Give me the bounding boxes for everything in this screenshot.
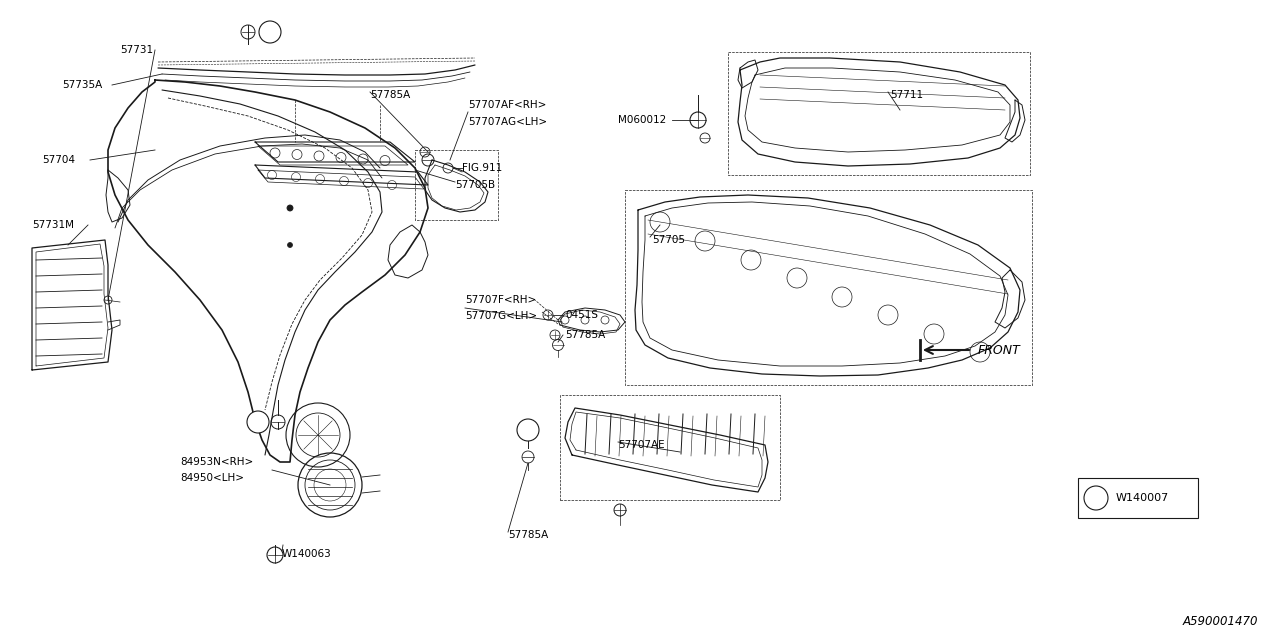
Text: A590001470: A590001470 xyxy=(1183,615,1258,628)
Text: 57785A: 57785A xyxy=(508,530,548,540)
Text: FIG.911: FIG.911 xyxy=(462,163,502,173)
Text: 57707G<LH>: 57707G<LH> xyxy=(465,311,538,321)
Text: 57705B: 57705B xyxy=(454,180,495,190)
Circle shape xyxy=(517,419,539,441)
Text: 84953N<RH>: 84953N<RH> xyxy=(180,457,253,467)
Text: 57707AG<LH>: 57707AG<LH> xyxy=(468,117,547,127)
Text: W140063: W140063 xyxy=(282,549,332,559)
Text: 57731M: 57731M xyxy=(32,220,74,230)
Circle shape xyxy=(287,205,293,211)
Text: 57785A: 57785A xyxy=(564,330,605,340)
Text: 57707F<RH>: 57707F<RH> xyxy=(465,295,536,305)
Text: 1: 1 xyxy=(268,27,273,37)
Text: M060012: M060012 xyxy=(618,115,667,125)
Text: 57707AF<RH>: 57707AF<RH> xyxy=(468,100,547,110)
Circle shape xyxy=(259,21,282,43)
Text: 57704: 57704 xyxy=(42,155,76,165)
Text: 1: 1 xyxy=(525,425,531,435)
Text: 57785A: 57785A xyxy=(370,90,411,100)
Circle shape xyxy=(247,411,269,433)
Text: FRONT: FRONT xyxy=(978,344,1020,356)
Circle shape xyxy=(288,243,293,248)
Text: 0451S: 0451S xyxy=(564,310,598,320)
Text: 57705: 57705 xyxy=(652,235,685,245)
Text: 1: 1 xyxy=(1093,493,1100,503)
Text: 57707AE: 57707AE xyxy=(618,440,664,450)
Text: 57735A: 57735A xyxy=(61,80,102,90)
Circle shape xyxy=(1084,486,1108,510)
Text: 84950<LH>: 84950<LH> xyxy=(180,473,244,483)
Text: 1: 1 xyxy=(255,417,261,427)
Text: 57711: 57711 xyxy=(890,90,923,100)
Text: 57731: 57731 xyxy=(120,45,154,55)
Text: W140007: W140007 xyxy=(1116,493,1169,503)
